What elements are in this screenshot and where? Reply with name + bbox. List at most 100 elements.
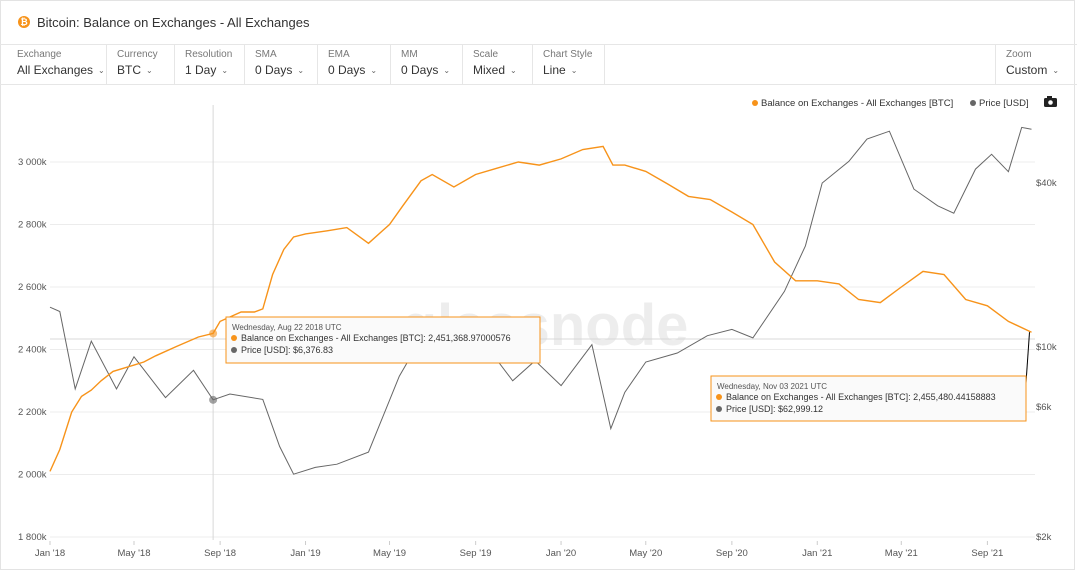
tooltip-line1-label: Balance on Exchanges - All Exchanges [BT… [726,392,913,402]
tooltip-line1: Balance on Exchanges - All Exchanges [BT… [726,392,996,402]
legend-price[interactable]: Price [USD] [979,98,1029,109]
y-tick-label-left: 3 000k [18,157,47,168]
tooltip-marker-price [716,406,722,412]
x-tick-label: May '18 [118,548,151,559]
x-tick-label: May '21 [885,548,918,559]
sma-value: 0 Days [255,63,293,77]
x-tick-label: Sep '20 [716,548,748,559]
resolution-dropdown[interactable]: Resolution 1 Day ⌄ [175,44,245,84]
x-tick-label: Jan '20 [546,548,576,559]
tooltip-line2-label: Price [USD]: [241,345,293,355]
legend-marker-balance [752,100,758,106]
tooltip-line2: Price [USD]: $62,999.12 [726,404,823,414]
currency-dropdown[interactable]: Currency BTC ⌄ [107,44,175,84]
legend-marker-price [970,100,976,106]
y-tick-label-left: 2 400k [18,345,47,356]
x-axis: Jan '18 May '18 Sep '18 Jan '19 May '19 Sep '… [35,541,1003,559]
exchange-label: Exchange [17,49,62,60]
chart-title: Bitcoin: Balance on Exchanges - All Exch… [37,14,310,30]
exchange-dropdown[interactable]: Exchange All Exchanges ⌄ [7,44,107,84]
series-balance-line [49,145,1032,472]
y-tick-label-left: 2 200k [18,407,47,418]
y-tick-label-right: $2k [1036,532,1052,543]
series-price-line [49,126,1032,475]
x-tick-label: Sep '19 [460,548,492,559]
zoom-dropdown[interactable]: Zoom Custom ⌄ [995,44,1073,84]
tooltip-right: Wednesday, Nov 03 2021 UTC Balance on Ex… [710,375,1027,422]
tooltip-marker-balance [231,335,237,341]
x-tick-label: May '19 [373,548,406,559]
tooltip-line2: Price [USD]: $6,376.83 [241,345,333,355]
y-tick-label-left: 2 800k [18,220,47,231]
chevron-down-icon: ⌄ [1052,66,1060,75]
chart-toolbar: Exchange All Exchanges ⌄ Currency BTC ⌄ Re… [0,44,1077,85]
chevron-down-icon: ⌄ [221,66,229,75]
y-tick-label-left: 2 000k [18,470,47,481]
chart-style-value: Line [543,63,566,77]
chevron-down-icon: ⌄ [146,66,153,75]
tooltip-line2-label: Price [USD]: [726,404,778,414]
x-tick-label: Jan '21 [802,548,832,559]
x-tick-label: Jan '19 [290,548,320,559]
mm-value: 0 Days [401,63,439,77]
y-tick-label-left: 2 600k [18,282,47,293]
chevron-down-icon: ⌄ [510,66,517,75]
sma-dropdown[interactable]: SMA 0 Days ⌄ [245,44,318,84]
x-tick-label: May '20 [629,548,662,559]
hover-marker-price [209,395,218,404]
mm-label: MM [401,49,418,60]
ema-label: EMA [328,49,350,60]
chart-area: 1 800k 2 000k 2 200k 2 400k 2 600k 2 800k 3 00… [18,96,1057,559]
tooltip-line1-label: Balance on Exchanges - All Exchanges [BT… [241,333,428,343]
x-tick-label: Sep '18 [204,548,236,559]
camera-icon[interactable] [1044,96,1057,107]
tooltip-date: Wednesday, Aug 22 2018 UTC [232,323,342,332]
resolution-value: 1 Day [185,63,217,77]
mm-dropdown[interactable]: MM 0 Days ⌄ [391,44,463,84]
chevron-down-icon: ⌄ [297,66,305,75]
tooltip-left: Wednesday, Aug 22 2018 UTC Balance on Ex… [225,316,541,364]
y-tick-label-right: $40k [1036,178,1057,189]
resolution-label: Resolution [185,49,233,60]
zoom-value: Custom [1006,63,1048,77]
ema-value: 0 Days [328,63,366,77]
tooltip-marker-price [231,347,237,353]
tooltip-line2-value: $6,376.83 [293,345,333,355]
tooltip-box [710,375,1027,422]
chevron-down-icon: ⌄ [570,66,578,75]
x-tick-label: Jan '18 [35,548,65,559]
tooltip-line1: Balance on Exchanges - All Exchanges [BT… [241,333,511,343]
tooltip-line1-value: 2,451,368.97000576 [428,333,511,343]
x-tick-label: Sep '21 [971,548,1003,559]
hover-marker-balance [209,329,218,338]
bitcoin-icon: ₿ [18,16,30,28]
scale-label: Scale [473,49,499,60]
tooltip-marker-balance [716,394,722,400]
currency-value: BTC [117,63,141,77]
chevron-down-icon: ⌄ [98,66,105,75]
y-tick-label-left: 1 800k [18,532,47,543]
ema-dropdown[interactable]: EMA 0 Days ⌄ [318,44,391,84]
chevron-down-icon: ⌄ [443,66,451,75]
legend: Balance on Exchanges - All Exchanges [BT… [752,96,1057,109]
sma-label: SMA [255,49,277,60]
chart-header: ₿ Bitcoin: Balance on Exchanges - All Ex… [0,0,1077,45]
tooltip-line2-value: $62,999.12 [778,404,823,414]
chart-style-label: Chart Style [543,49,593,60]
chevron-down-icon: ⌄ [370,66,378,75]
tooltip-box [225,316,541,364]
gridlines [50,161,1035,538]
y-axis-right: $2k $6k $10k $40k [1036,178,1057,543]
tooltip-date: Wednesday, Nov 03 2021 UTC [717,382,827,391]
zoom-label: Zoom [1006,49,1032,60]
currency-label: Currency [117,49,158,60]
exchange-value: All Exchanges [17,63,94,77]
y-axis-left: 1 800k 2 000k 2 200k 2 400k 2 600k 2 800k 3 00… [18,157,47,543]
legend-balance[interactable]: Balance on Exchanges - All Exchanges [BT… [761,98,953,109]
scale-value: Mixed [473,63,506,77]
y-tick-label-right: $10k [1036,342,1057,353]
chart-style-dropdown[interactable]: Chart Style Line ⌄ [533,44,605,84]
tooltip-line1-value: 2,455,480.44158883 [913,392,996,402]
scale-dropdown[interactable]: Scale Mixed ⌄ [463,44,533,84]
y-tick-label-right: $6k [1036,402,1052,413]
